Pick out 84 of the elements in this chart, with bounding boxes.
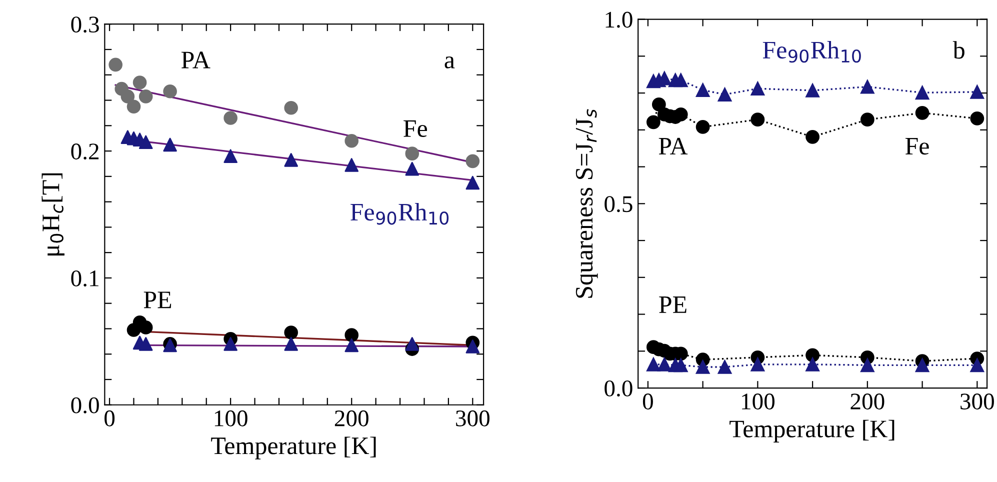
point (860, 80, 874, 94)
point (138, 337, 153, 351)
point (284, 337, 298, 351)
point (284, 326, 298, 340)
point (696, 83, 710, 98)
point (405, 146, 420, 160)
y-tick-label: 0.2 (71, 144, 99, 160)
annotation: Fe (905, 138, 929, 155)
point (970, 112, 984, 126)
point (466, 340, 480, 354)
y-axis-title: Squareness S=J$_{r}$/J$_{s}$ (576, 109, 598, 298)
point (224, 337, 238, 351)
y-axis-title: μ$_{0}$H$_{c}$[T] (42, 173, 64, 256)
point (718, 88, 732, 102)
point (138, 90, 153, 104)
point (674, 73, 688, 88)
point (860, 358, 874, 372)
point (284, 153, 298, 167)
annotation: b (952, 41, 964, 59)
point (806, 130, 820, 144)
point (163, 138, 177, 152)
point (860, 112, 874, 127)
point (915, 358, 930, 372)
annotation: Fe$_{90}$Rh$_{10}$ (762, 40, 861, 63)
point (466, 154, 480, 168)
point (750, 82, 765, 96)
point (138, 135, 153, 150)
point (696, 120, 710, 134)
annotation: PA (658, 138, 688, 154)
x-tick-label: 300 (456, 410, 490, 426)
point (674, 107, 688, 122)
point (108, 58, 122, 72)
y-tick-label: 0.1 (71, 270, 98, 286)
point (126, 100, 141, 114)
point (750, 357, 765, 372)
point (284, 100, 298, 115)
point (806, 84, 820, 98)
point (405, 337, 420, 351)
x-tick-label: 200 (850, 394, 884, 410)
point (750, 112, 765, 127)
annotation: Fe (404, 120, 427, 137)
point (344, 338, 359, 352)
y-tick-label: 0.5 (604, 196, 632, 212)
point (120, 90, 135, 104)
annotation: Fe$_{90}$Rh$_{10}$ (350, 203, 449, 225)
annotation: a (444, 56, 455, 68)
point (915, 106, 930, 120)
point (718, 360, 732, 374)
point (696, 360, 710, 374)
y-tick-label: 0.3 (71, 16, 99, 33)
annotation: PE (659, 296, 686, 313)
point (970, 358, 984, 372)
point (224, 149, 238, 164)
point (970, 84, 984, 99)
x-axis-title: Temperature [K] (730, 420, 894, 443)
x-tick-label: 300 (960, 394, 994, 410)
point (344, 328, 359, 342)
x-axis-title: Temperature [K] (211, 436, 376, 460)
x-tick-label: 100 (742, 394, 774, 410)
point (646, 115, 660, 130)
x-tick-label: 200 (334, 410, 368, 426)
point (646, 357, 660, 372)
y-tick-label: 0.0 (71, 397, 99, 414)
point (674, 358, 688, 372)
annotation: PA (181, 52, 210, 68)
point (405, 162, 420, 176)
y-tick-label: 1.0 (606, 12, 632, 28)
point (466, 176, 480, 190)
point (138, 320, 153, 334)
point (132, 76, 147, 90)
y-tick-label: 0.0 (604, 380, 632, 397)
point (344, 158, 359, 172)
x-tick-label: 0 (104, 410, 115, 426)
point (224, 111, 238, 125)
x-tick-label: 0 (642, 394, 653, 410)
point (652, 98, 666, 112)
point (806, 348, 820, 362)
point (163, 84, 177, 98)
annotation: PE (144, 292, 172, 308)
point (657, 357, 672, 372)
point (344, 134, 359, 148)
point (806, 357, 820, 372)
x-tick-label: 100 (214, 410, 248, 426)
point (915, 86, 930, 100)
